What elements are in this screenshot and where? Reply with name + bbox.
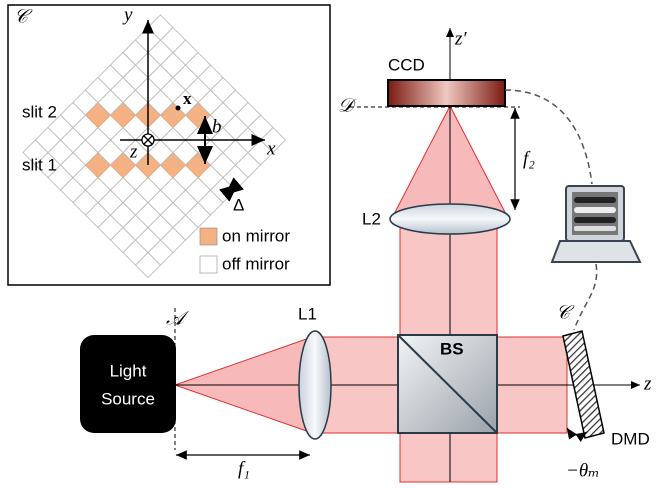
lens-label: L1 — [298, 304, 317, 323]
theta-arc — [566, 427, 588, 442]
plane-d-label: 𝒟 — [338, 95, 357, 116]
keyboard — [550, 240, 642, 263]
point-label: x — [183, 89, 192, 108]
x-label: x — [266, 138, 276, 159]
delta-label: Δ — [233, 195, 244, 214]
y-label: y — [122, 4, 133, 25]
cable — [504, 89, 593, 185]
plane-a-label: 𝒜 — [166, 308, 190, 329]
point-x — [175, 105, 181, 111]
dmd-label: DMD — [611, 429, 650, 448]
ccd-label: CCD — [388, 55, 425, 74]
light-source-label: Source — [101, 389, 155, 408]
fringes — [574, 197, 616, 231]
f1-label: f₁ — [238, 458, 250, 479]
slit-label: slit 2 — [22, 102, 57, 121]
lens-l2 — [389, 203, 511, 235]
light-source-label: Light — [110, 361, 147, 380]
lens-l1 — [298, 330, 332, 440]
legend-label: off mirror — [222, 254, 290, 273]
legend-on-swatch — [199, 227, 218, 246]
legend-off-swatch — [199, 255, 218, 274]
b-label: b — [212, 116, 222, 137]
z-label: z — [643, 373, 652, 394]
cable — [573, 263, 598, 331]
z-prime-label: z′ — [454, 28, 467, 49]
delta-arrow — [219, 177, 244, 202]
bs-label: BS — [440, 339, 464, 358]
lens-label: L2 — [362, 209, 381, 228]
f2-label: f₂ — [523, 148, 535, 169]
dmd — [562, 330, 605, 439]
z-axis-cross — [143, 135, 153, 145]
light-source — [80, 335, 176, 433]
ccd — [387, 79, 506, 107]
legend-label: on mirror — [222, 226, 290, 245]
plane-c-label: 𝒞 — [556, 302, 575, 323]
slit-label: slit 1 — [22, 155, 57, 174]
mirror-grid — [22, 14, 287, 279]
beam-splitter-diagonal — [397, 334, 498, 434]
theta-label: −θₘ — [566, 460, 600, 481]
z-label: z — [129, 141, 138, 162]
